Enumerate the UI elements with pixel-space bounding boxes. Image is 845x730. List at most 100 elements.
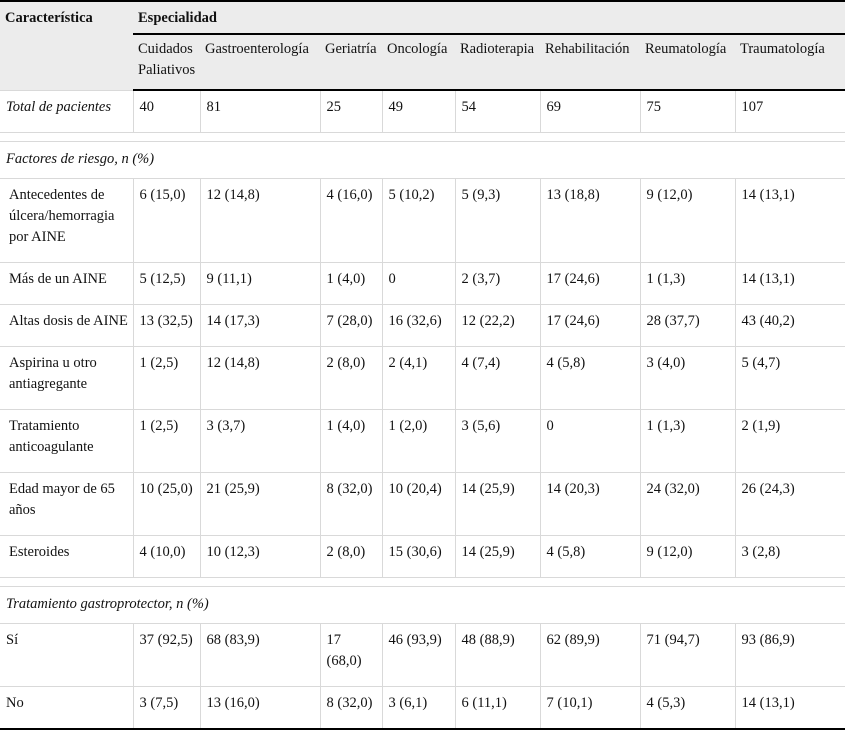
value-cell: 6 (11,1) — [454, 686, 541, 729]
value-cell: 49 — [381, 89, 456, 134]
value-cell: 54 — [454, 89, 541, 134]
table-row: Tratamiento anticoagulante 1 (2,5) 3 (3,7… — [0, 409, 845, 474]
value-cell: 17 (24,6) — [539, 304, 641, 348]
value-cell: 5 (9,3) — [454, 178, 541, 264]
row-label: Antecedentes de úlcera/hemorragia por AI… — [0, 178, 134, 264]
value-cell: 2 (1,9) — [734, 409, 845, 474]
value-cell: 14 (13,1) — [734, 686, 845, 729]
value-cell: 14 (25,9) — [454, 472, 541, 537]
value-cell: 1 (4,0) — [319, 262, 383, 306]
value-cell: 3 (7,5) — [132, 686, 201, 729]
value-cell: 10 (25,0) — [132, 472, 201, 537]
table-row: Edad mayor de 65 años 10 (25,0) 21 (25,9)… — [0, 472, 845, 537]
value-cell: 21 (25,9) — [199, 472, 321, 537]
value-cell: 2 (4,1) — [381, 346, 456, 411]
table-header: Característica Especialidad Cuidados Pal… — [0, 2, 845, 92]
row-label: Sí — [0, 623, 134, 688]
value-cell: 17 (68,0) — [319, 623, 383, 688]
value-cell: 5 (10,2) — [381, 178, 456, 264]
value-cell: 75 — [639, 89, 736, 134]
specialty-column-header: Traumatología — [735, 34, 845, 92]
value-cell: 24 (32,0) — [639, 472, 736, 537]
value-cell: 17 (24,6) — [539, 262, 641, 306]
row-label: Tratamiento anticoagulante — [0, 409, 134, 474]
value-cell: 15 (30,6) — [381, 535, 456, 579]
value-cell: 4 (16,0) — [319, 178, 383, 264]
spacer-cell — [0, 577, 845, 588]
value-cell: 9 (12,0) — [639, 535, 736, 579]
value-cell: 2 (3,7) — [454, 262, 541, 306]
value-cell: 3 (3,7) — [199, 409, 321, 474]
table-row: Altas dosis de AINE 13 (32,5) 14 (17,3) 7 … — [0, 304, 845, 348]
row-label: Altas dosis de AINE — [0, 304, 134, 348]
value-cell: 0 — [381, 262, 456, 306]
table-row: Aspirina u otro antiagregante 1 (2,5) 12 … — [0, 346, 845, 411]
value-cell: 14 (13,1) — [734, 178, 845, 264]
value-cell: 2 (8,0) — [319, 346, 383, 411]
spacer-cell — [0, 132, 845, 143]
value-cell: 10 (20,4) — [381, 472, 456, 537]
value-cell: 4 (7,4) — [454, 346, 541, 411]
specialty-column-header: Reumatología — [640, 34, 735, 92]
specialty-column-header: Cuidados Paliativos — [133, 34, 200, 92]
value-cell: 81 — [199, 89, 321, 134]
value-cell: 40 — [132, 89, 201, 134]
value-cell: 71 (94,7) — [639, 623, 736, 688]
value-cell: 1 (2,5) — [132, 346, 201, 411]
value-cell: 13 (18,8) — [539, 178, 641, 264]
value-cell: 93 (86,9) — [734, 623, 845, 688]
table-row: Más de un AINE 5 (12,5) 9 (11,1) 1 (4,0) 0 2… — [0, 262, 845, 306]
value-cell: 1 (2,5) — [132, 409, 201, 474]
section-title: Factores de riesgo, n (%) — [0, 141, 845, 180]
value-cell: 14 (13,1) — [734, 262, 845, 306]
value-cell: 12 (14,8) — [199, 178, 321, 264]
section-title: Tratamiento gastroprotector, n (%) — [0, 586, 845, 625]
specialty-column-header: Rehabilitación — [540, 34, 640, 92]
value-cell: 46 (93,9) — [381, 623, 456, 688]
value-cell: 4 (5,8) — [539, 346, 641, 411]
value-cell: 13 (32,5) — [132, 304, 201, 348]
characteristic-column-header: Característica — [0, 2, 133, 91]
value-cell: 8 (32,0) — [319, 472, 383, 537]
section-title-row: Factores de riesgo, n (%) — [0, 141, 845, 180]
specialty-column-header: Gastroenterología — [200, 34, 320, 92]
value-cell: 7 (10,1) — [539, 686, 641, 729]
especialidad-group-header: Especialidad — [133, 2, 845, 36]
value-cell: 13 (16,0) — [199, 686, 321, 729]
value-cell: 8 (32,0) — [319, 686, 383, 729]
value-cell: 26 (24,3) — [734, 472, 845, 537]
value-cell: 7 (28,0) — [319, 304, 383, 348]
table-body: Total de pacientes 40 81 25 49 54 69 75 107 Fac… — [0, 89, 845, 729]
value-cell: 1 (2,0) — [381, 409, 456, 474]
table-row: Antecedentes de úlcera/hemorragia por AI… — [0, 178, 845, 264]
value-cell: 25 — [319, 89, 383, 134]
row-label: Esteroides — [0, 535, 134, 579]
value-cell: 48 (88,9) — [454, 623, 541, 688]
value-cell: 3 (6,1) — [381, 686, 456, 729]
value-cell: 4 (5,8) — [539, 535, 641, 579]
row-label: Total de pacientes — [0, 89, 134, 134]
row-label: Más de un AINE — [0, 262, 134, 306]
value-cell: 107 — [734, 89, 845, 134]
specialty-column-header: Geriatría — [320, 34, 382, 92]
value-cell: 69 — [539, 89, 641, 134]
value-cell: 12 (14,8) — [199, 346, 321, 411]
value-cell: 4 (5,3) — [639, 686, 736, 729]
value-cell: 43 (40,2) — [734, 304, 845, 348]
value-cell: 3 (5,6) — [454, 409, 541, 474]
value-cell: 28 (37,7) — [639, 304, 736, 348]
table-row: Sí 37 (92,5) 68 (83,9) 17 (68,0) 46 (93,9) 4… — [0, 623, 845, 688]
row-label: Aspirina u otro antiagregante — [0, 346, 134, 411]
table-row: Esteroides 4 (10,0) 10 (12,3) 2 (8,0) 15 (3… — [0, 535, 845, 579]
value-cell: 37 (92,5) — [132, 623, 201, 688]
specialty-column-header: Radioterapia — [455, 34, 540, 92]
spacer-row — [0, 132, 845, 143]
value-cell: 1 (1,3) — [639, 409, 736, 474]
value-cell: 9 (12,0) — [639, 178, 736, 264]
value-cell: 9 (11,1) — [199, 262, 321, 306]
value-cell: 16 (32,6) — [381, 304, 456, 348]
value-cell: 68 (83,9) — [199, 623, 321, 688]
value-cell: 14 (20,3) — [539, 472, 641, 537]
value-cell: 4 (10,0) — [132, 535, 201, 579]
